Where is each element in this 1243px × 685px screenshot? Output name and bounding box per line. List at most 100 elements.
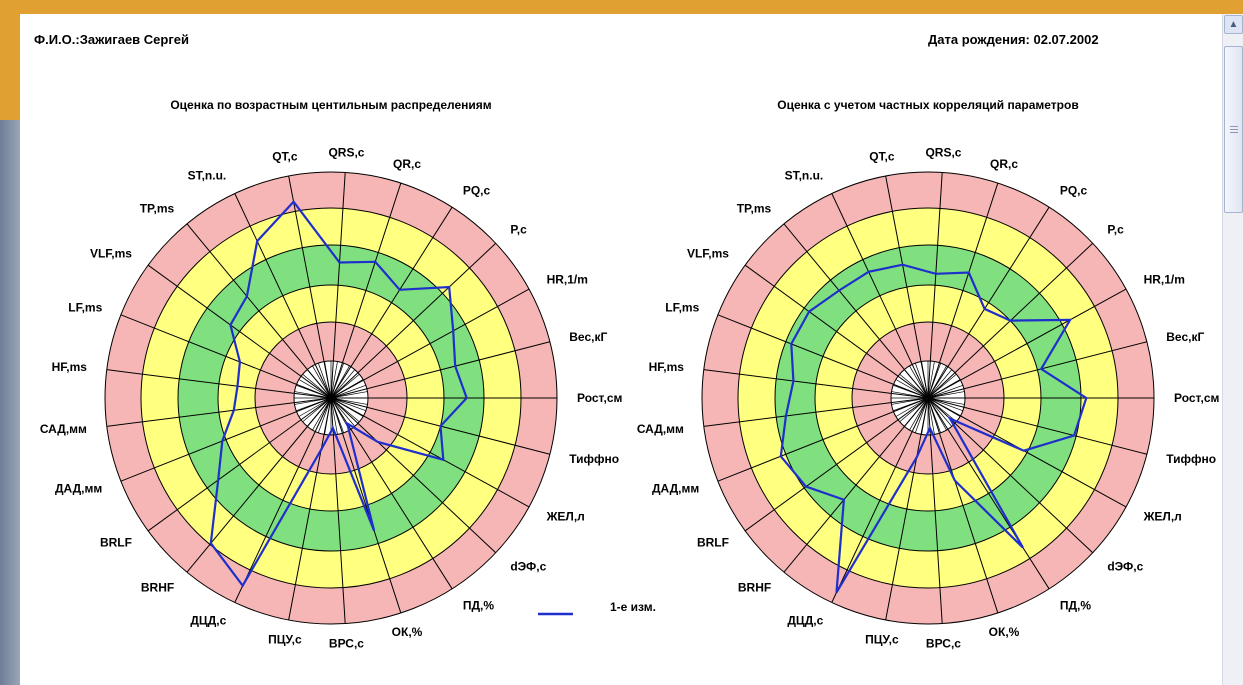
center-spoke bbox=[927, 373, 957, 399]
spoke bbox=[717, 314, 929, 399]
spoke bbox=[927, 172, 943, 399]
spoke bbox=[927, 182, 999, 399]
center-spoke bbox=[895, 397, 929, 417]
center-spoke bbox=[909, 365, 929, 399]
axis-label: ПЦУ,с bbox=[865, 633, 899, 647]
birth-date: Дата рождения: 02.07.2002 bbox=[928, 32, 1099, 47]
center-spoke bbox=[891, 391, 929, 399]
spoke bbox=[927, 341, 1148, 399]
axis-label: ДАД,мм bbox=[652, 482, 699, 496]
chart-title: Оценка по возрастным центильным распреде… bbox=[170, 98, 491, 112]
spoke bbox=[330, 397, 346, 624]
axis-label: QT,c bbox=[272, 149, 298, 163]
axis-label: P,c bbox=[510, 223, 527, 237]
spoke bbox=[186, 223, 332, 399]
spoke bbox=[120, 314, 332, 399]
center-spoke bbox=[296, 397, 332, 411]
spoke bbox=[330, 182, 402, 399]
axis-label: HR,1/m bbox=[547, 272, 588, 286]
center-spoke bbox=[915, 397, 929, 433]
center-spoke bbox=[927, 397, 957, 423]
axis-label: ДЦД,с bbox=[787, 614, 823, 628]
spoke bbox=[783, 223, 929, 399]
scroll-up-arrow-icon[interactable]: ▲ bbox=[1224, 15, 1243, 34]
center-spoke bbox=[312, 397, 332, 431]
axis-label: dЭФ,с bbox=[1107, 559, 1143, 573]
axis-label: QR,c bbox=[393, 157, 421, 171]
axis-label: BRHF bbox=[141, 581, 174, 595]
center-spoke bbox=[330, 397, 366, 411]
axis-label: Рост,см bbox=[577, 391, 623, 405]
center-spoke bbox=[921, 361, 929, 399]
center-spoke bbox=[302, 373, 332, 399]
spoke bbox=[330, 288, 530, 399]
spoke bbox=[783, 397, 929, 573]
grip-icon bbox=[1230, 125, 1238, 133]
axis-label: TP,ms bbox=[737, 201, 772, 215]
spoke bbox=[330, 397, 453, 590]
center-spoke bbox=[921, 397, 929, 435]
spoke bbox=[330, 341, 551, 399]
center-spoke bbox=[915, 363, 929, 399]
center-spoke bbox=[330, 373, 360, 399]
spoke bbox=[106, 397, 332, 427]
axis-label: LF,ms bbox=[665, 300, 699, 314]
axis-label: VLF,ms bbox=[90, 246, 132, 260]
center-spoke bbox=[903, 397, 929, 427]
axis-label: ДЦД,с bbox=[190, 614, 226, 628]
radar-chart-1: Оценка по возрастным центильным распреде… bbox=[40, 98, 623, 651]
spoke bbox=[330, 172, 346, 399]
center-spoke bbox=[927, 397, 947, 431]
axis-label: HR,1/m bbox=[1144, 272, 1185, 286]
center-spoke bbox=[296, 385, 332, 399]
vertical-scrollbar[interactable]: ▲ bbox=[1222, 14, 1243, 685]
spoke bbox=[831, 397, 929, 603]
center-spoke bbox=[899, 373, 929, 399]
center-spoke bbox=[927, 397, 961, 417]
center-spoke bbox=[909, 397, 929, 431]
axis-label: Рост,см bbox=[1174, 391, 1220, 405]
center-spoke bbox=[927, 391, 965, 399]
center-spoke bbox=[927, 365, 947, 399]
center-spoke bbox=[927, 397, 941, 433]
center-spoke bbox=[306, 397, 332, 427]
spoke bbox=[831, 193, 929, 399]
charts-canvas: Оценка по возрастным центильным распреде… bbox=[40, 98, 1220, 651]
center-spoke bbox=[324, 397, 332, 435]
spoke bbox=[330, 397, 530, 508]
axis-label: VLF,ms bbox=[687, 246, 729, 260]
axis-label: ST,n.u. bbox=[188, 168, 227, 182]
center-spoke bbox=[324, 361, 332, 399]
scroll-thumb[interactable] bbox=[1224, 46, 1243, 213]
center-spoke bbox=[330, 385, 366, 399]
center-spoke bbox=[927, 379, 961, 399]
center-spoke bbox=[927, 363, 941, 399]
spoke bbox=[744, 264, 929, 399]
axis-label: BRLF bbox=[100, 536, 132, 550]
axis-label: PQ,c bbox=[463, 183, 491, 197]
center-spoke bbox=[927, 397, 935, 435]
center-spoke bbox=[927, 397, 965, 405]
spoke bbox=[330, 397, 402, 614]
center-spoke bbox=[330, 363, 344, 399]
center-spoke bbox=[895, 379, 929, 399]
axis-label: ЖЕЛ,л bbox=[1143, 510, 1182, 524]
center-spoke bbox=[927, 397, 953, 427]
center-spoke bbox=[330, 361, 338, 399]
center-spoke bbox=[927, 385, 963, 399]
axis-label: Вес,кГ bbox=[569, 330, 607, 344]
center-spoke bbox=[318, 363, 332, 399]
axis-label: ПД,% bbox=[1060, 599, 1092, 613]
axis-label: ВРС,с bbox=[329, 637, 364, 651]
axis-label: dЭФ,с bbox=[510, 559, 546, 573]
axis-label: PQ,c bbox=[1060, 183, 1088, 197]
axis-label: BRHF bbox=[738, 581, 771, 595]
center-spoke bbox=[330, 397, 368, 405]
axis-label: P,c bbox=[1107, 223, 1124, 237]
center-spoke bbox=[927, 361, 935, 399]
center-spoke bbox=[298, 379, 332, 399]
center-spoke bbox=[302, 397, 332, 423]
center-spoke bbox=[891, 397, 929, 405]
axis-label: Тиффно bbox=[569, 452, 619, 466]
axis-label: LF,ms bbox=[68, 300, 102, 314]
